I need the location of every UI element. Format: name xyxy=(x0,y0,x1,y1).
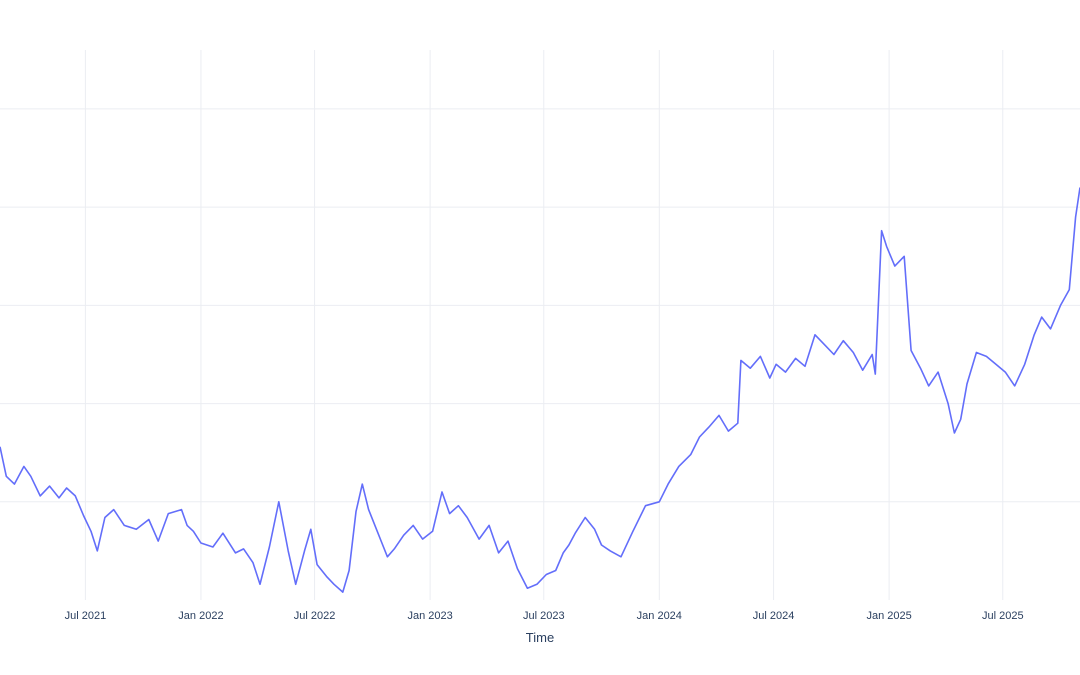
series-line xyxy=(0,187,1080,593)
x-axis-ticks: Jul 2021 Jan 2022 Jul 2022 Jan 2023 Jul 2023… xyxy=(65,610,1024,622)
x-tick-label: Jan 2025 xyxy=(866,610,911,622)
x-tick-label: Jan 2023 xyxy=(407,610,452,622)
x-tick-label: Jul 2025 xyxy=(982,610,1024,622)
x-tick-label: Jul 2024 xyxy=(753,610,795,622)
x-tick-label: Jul 2023 xyxy=(523,610,565,622)
x-tick-label: Jan 2024 xyxy=(637,610,682,622)
x-tick-label: Jul 2022 xyxy=(294,610,336,622)
x-tick-label: Jan 2022 xyxy=(178,610,223,622)
grid xyxy=(0,50,1080,600)
series-layer xyxy=(0,187,1080,593)
x-tick-label: Jul 2021 xyxy=(65,610,107,622)
x-axis-title: Time xyxy=(526,630,554,645)
